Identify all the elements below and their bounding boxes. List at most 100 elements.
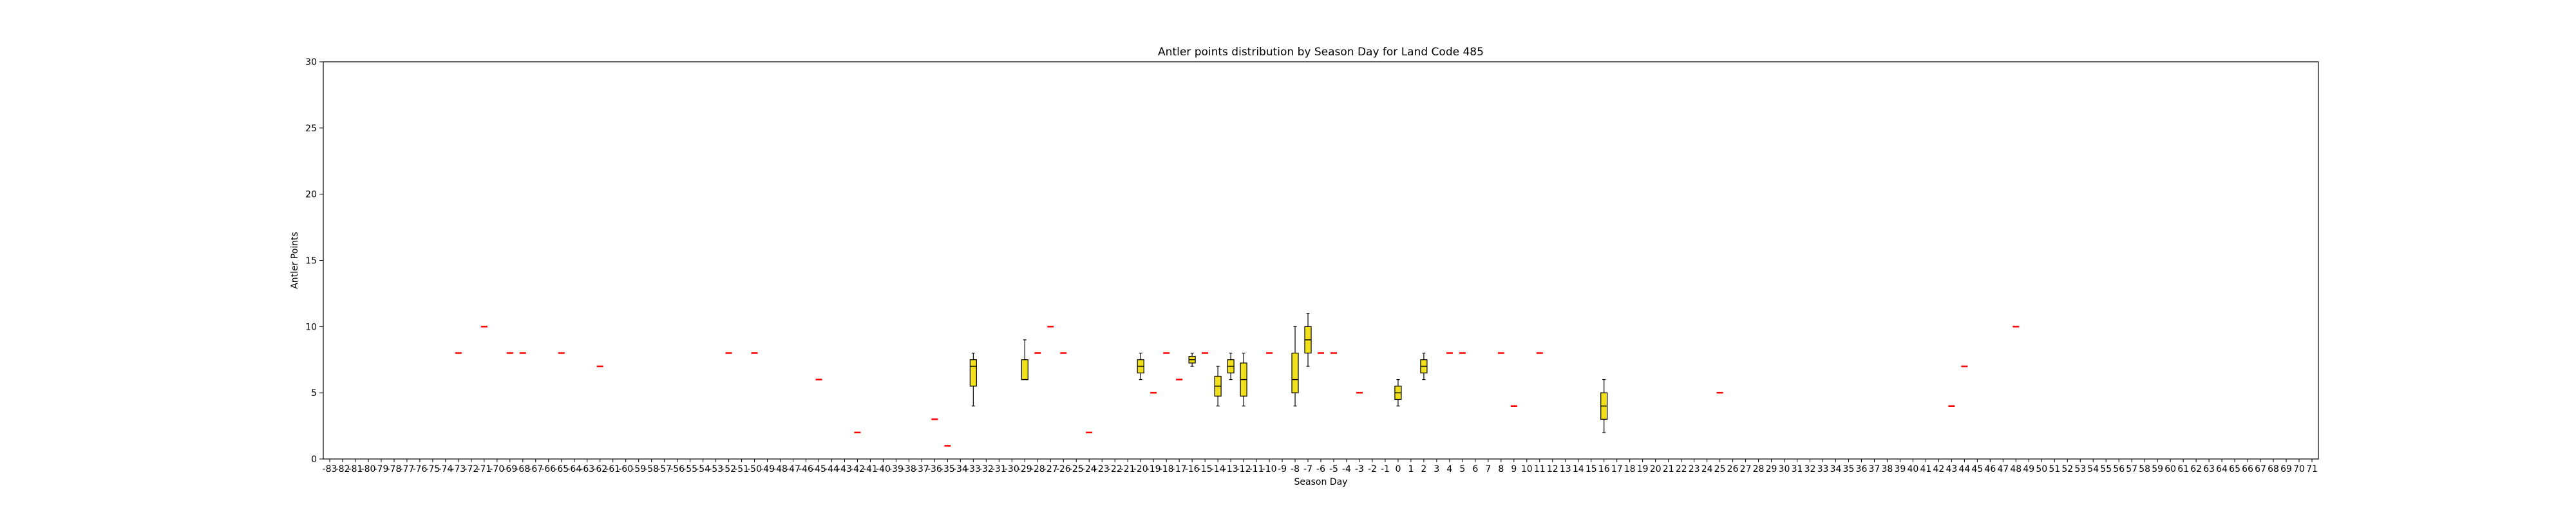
x-tick-label: -81 bbox=[348, 464, 363, 474]
x-tick-label: -64 bbox=[567, 464, 582, 474]
x-tick-label: 51 bbox=[2049, 464, 2060, 474]
x-tick-label: -10 bbox=[1262, 464, 1277, 474]
x-tick-label: 20 bbox=[1650, 464, 1662, 474]
x-tick-label: -20 bbox=[1133, 464, 1148, 474]
box-plot bbox=[1214, 366, 1222, 407]
x-tick-label: -42 bbox=[850, 464, 865, 474]
box-plot bbox=[1291, 326, 1299, 407]
x-tick-label: 61 bbox=[2177, 464, 2189, 474]
x-tick-label: -74 bbox=[438, 464, 453, 474]
x-tick-label: 66 bbox=[2242, 464, 2253, 474]
x-tick-label: 67 bbox=[2255, 464, 2266, 474]
x-tick-label: 50 bbox=[2036, 464, 2047, 474]
x-tick-label: 70 bbox=[2293, 464, 2305, 474]
x-tick-label: 63 bbox=[2203, 464, 2215, 474]
x-tick-label: 34 bbox=[1830, 464, 1842, 474]
x-tick-label: 9 bbox=[1511, 464, 1517, 474]
x-tick-label: -22 bbox=[1108, 464, 1122, 474]
x-tick-label: -24 bbox=[1082, 464, 1097, 474]
x-tick-label: -80 bbox=[361, 464, 376, 474]
box-plot bbox=[1137, 352, 1144, 380]
x-tick-label: -15 bbox=[1198, 464, 1213, 474]
x-tick-label: -3 bbox=[1355, 464, 1364, 474]
x-tick-label: -50 bbox=[747, 464, 762, 474]
x-tick-label: -31 bbox=[992, 464, 1007, 474]
x-tick-label: -44 bbox=[824, 464, 839, 474]
x-tick-label: 69 bbox=[2280, 464, 2292, 474]
x-tick-label: 55 bbox=[2100, 464, 2112, 474]
x-tick-label: 37 bbox=[1869, 464, 1880, 474]
x-tick-label: -75 bbox=[425, 464, 440, 474]
x-tick-label: -77 bbox=[399, 464, 414, 474]
x-tick-label: -57 bbox=[657, 464, 672, 474]
x-tick-label: -36 bbox=[927, 464, 942, 474]
x-tick-label: -7 bbox=[1303, 464, 1312, 474]
x-tick-label: 29 bbox=[1766, 464, 1777, 474]
y-axis-label: Antler Points bbox=[290, 232, 300, 289]
y-tick-label: 20 bbox=[305, 190, 317, 200]
x-tick-label: -4 bbox=[1342, 464, 1351, 474]
x-tick-label: -47 bbox=[786, 464, 800, 474]
x-tick-label: 41 bbox=[1920, 464, 1931, 474]
x-tick-label: 16 bbox=[1598, 464, 1610, 474]
x-tick-label: 45 bbox=[1971, 464, 1983, 474]
iqr-box bbox=[1291, 352, 1299, 393]
x-tick-label: 4 bbox=[1446, 464, 1452, 474]
x-tick-label: 23 bbox=[1689, 464, 1700, 474]
x-tick-label: 0 bbox=[1395, 464, 1401, 474]
x-tick-label: -8 bbox=[1291, 464, 1300, 474]
x-tick-label: 1 bbox=[1408, 464, 1414, 474]
y-axis: 0 5 10 15 20 25 30 bbox=[305, 57, 323, 465]
x-tick-label: -55 bbox=[683, 464, 697, 474]
box-plot bbox=[1600, 379, 1608, 433]
x-tick-label: -45 bbox=[811, 464, 826, 474]
y-tick-label: 0 bbox=[311, 454, 317, 465]
x-tick-label: -21 bbox=[1121, 464, 1135, 474]
y-tick-label: 30 bbox=[305, 57, 317, 68]
x-tick-label: 33 bbox=[1817, 464, 1829, 474]
x-tick-label: 38 bbox=[1882, 464, 1893, 474]
x-tick-label: -61 bbox=[605, 464, 620, 474]
x-tick-label: -51 bbox=[734, 464, 749, 474]
iqr-box bbox=[969, 359, 977, 387]
x-tick-label: -32 bbox=[979, 464, 994, 474]
x-tick-label: -52 bbox=[721, 464, 736, 474]
x-tick-label: -58 bbox=[644, 464, 659, 474]
x-tick-label: -76 bbox=[412, 464, 427, 474]
x-tick-label: -43 bbox=[837, 464, 852, 474]
x-tick-label: 56 bbox=[2113, 464, 2125, 474]
x-tick-label: 57 bbox=[2126, 464, 2137, 474]
x-tick-label: -5 bbox=[1329, 464, 1338, 474]
x-tick-label: 43 bbox=[1946, 464, 1957, 474]
x-tick-label: 68 bbox=[2268, 464, 2279, 474]
x-tick-label: 62 bbox=[2190, 464, 2202, 474]
x-tick-label: 44 bbox=[1958, 464, 1970, 474]
x-tick-label: -1 bbox=[1381, 464, 1390, 474]
x-tick-label: -79 bbox=[374, 464, 389, 474]
x-tick-label: -48 bbox=[773, 464, 788, 474]
x-tick-label: -59 bbox=[631, 464, 646, 474]
x-tick-label: 18 bbox=[1624, 464, 1636, 474]
x-tick-label: -40 bbox=[876, 464, 891, 474]
box-plot bbox=[969, 352, 977, 407]
x-tick-label: -54 bbox=[696, 464, 710, 474]
y-tick-label: 15 bbox=[305, 256, 317, 267]
x-tick-label: -33 bbox=[966, 464, 981, 474]
x-axis: -83-82-81-80-79-78-77-76-75-74-73-72-71-… bbox=[323, 459, 2318, 474]
x-tick-label: 30 bbox=[1779, 464, 1790, 474]
x-tick-label: -78 bbox=[386, 464, 401, 474]
box-plot bbox=[1420, 352, 1428, 380]
x-tick-label: 8 bbox=[1498, 464, 1504, 474]
x-tick-label: -62 bbox=[592, 464, 607, 474]
x-tick-label: 58 bbox=[2139, 464, 2150, 474]
x-tick-label: -41 bbox=[863, 464, 878, 474]
box-plot bbox=[1021, 339, 1028, 380]
x-tick-label: 2 bbox=[1421, 464, 1426, 474]
x-tick-label: 60 bbox=[2164, 464, 2176, 474]
x-tick-label: -69 bbox=[502, 464, 517, 474]
x-tick-label: -60 bbox=[618, 464, 633, 474]
x-tick-label: -71 bbox=[477, 464, 491, 474]
x-tick-label: -34 bbox=[953, 464, 968, 474]
x-tick-label: 14 bbox=[1573, 464, 1584, 474]
y-tick-label: 10 bbox=[305, 322, 317, 332]
